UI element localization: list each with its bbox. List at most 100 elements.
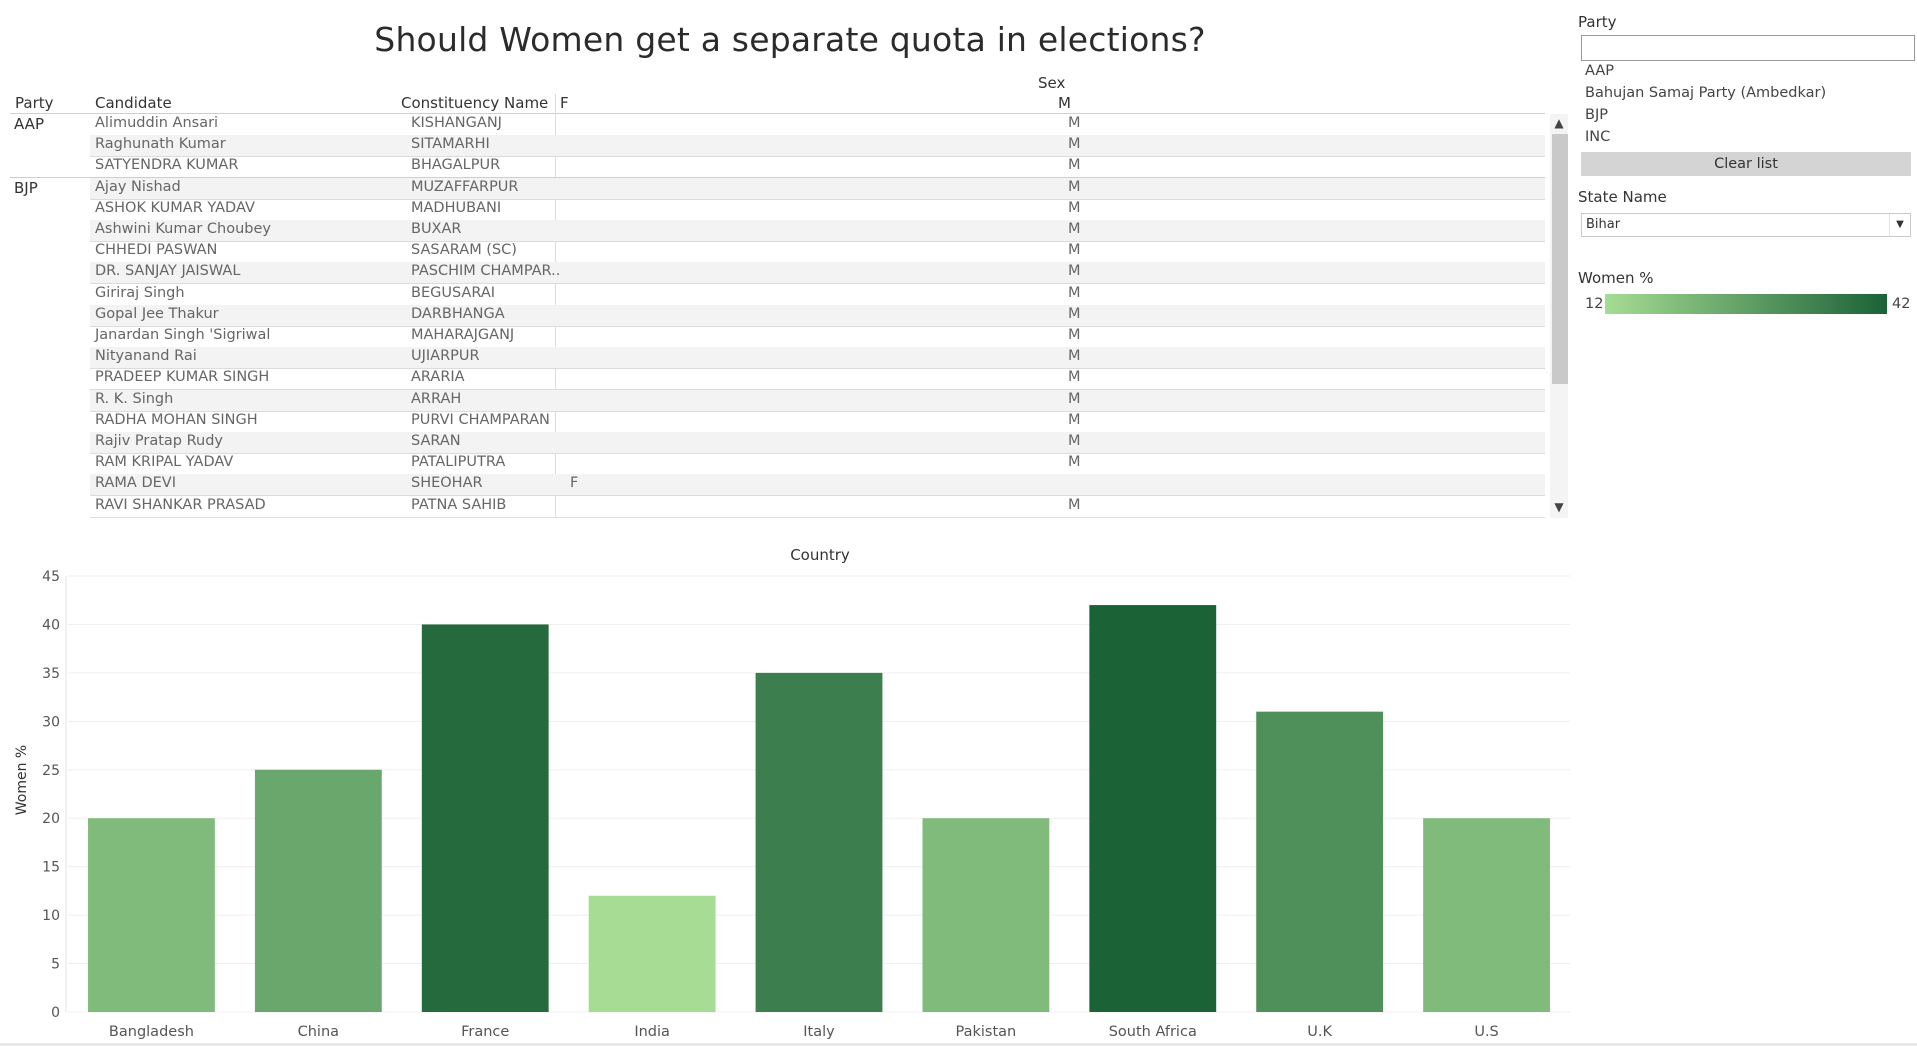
constituency-cell: PATALIPUTRA xyxy=(411,454,506,471)
candidate-cell: RADHA MOHAN SINGH xyxy=(95,411,258,428)
sex-m-cell: M xyxy=(1068,454,1081,471)
candidate-cell: Gopal Jee Thakur xyxy=(95,305,219,322)
table-row[interactable]: DR. SANJAY JAISWAL PASCHIM CHAMPAR.. M xyxy=(90,262,1545,285)
y-tick-label: 25 xyxy=(42,763,60,779)
y-tick-label: 0 xyxy=(51,1005,60,1021)
sex-m-cell: M xyxy=(1068,178,1081,195)
y-tick-label: 10 xyxy=(42,908,60,924)
party-filter-label: Party xyxy=(1578,13,1617,31)
party-column-header[interactable]: Party xyxy=(15,94,54,112)
sex-m-cell: M xyxy=(1068,305,1081,322)
constituency-cell: SHEOHAR xyxy=(411,475,483,492)
y-axis-label: Women % xyxy=(14,745,30,815)
bar-u-k[interactable] xyxy=(1256,711,1384,1012)
bar-south-africa[interactable] xyxy=(1089,605,1217,1012)
scrollbar-thumb[interactable] xyxy=(1552,134,1568,384)
color-legend-title: Women % xyxy=(1578,269,1654,287)
x-tick-label: China xyxy=(298,1024,339,1040)
constituency-cell: BEGUSARAI xyxy=(411,284,496,301)
constituency-cell: ARRAH xyxy=(411,390,462,407)
table-row[interactable]: SATYENDRA KUMAR BHAGALPUR M xyxy=(90,156,1545,179)
party-item-inc[interactable]: INC xyxy=(1585,129,1611,145)
x-tick-label: U.K xyxy=(1307,1024,1332,1040)
bar-india[interactable] xyxy=(588,895,716,1012)
sex-m-cell: M xyxy=(1068,411,1081,428)
party-search-input[interactable] xyxy=(1581,35,1915,61)
candidate-cell: R. K. Singh xyxy=(95,390,174,407)
constituency-cell: SITAMARHI xyxy=(411,136,490,153)
sex-m-cell: M xyxy=(1068,369,1081,386)
bar-bangladesh[interactable] xyxy=(88,818,215,1012)
bar-pakistan[interactable] xyxy=(922,818,1050,1012)
chevron-down-icon[interactable]: ▼ xyxy=(1554,500,1564,514)
candidate-table[interactable]: AAP Alimuddin Ansari KISHANGANJ M Raghunath … xyxy=(10,114,1545,518)
constituency-cell: KISHANGANJ xyxy=(411,115,502,131)
table-row[interactable]: PRADEEP KUMAR SINGH ARARIA M xyxy=(90,368,1545,391)
table-row[interactable]: RAVI SHANKAR PRASAD PATNA SAHIB M xyxy=(90,496,1545,518)
table-row[interactable]: ASHOK KUMAR YADAV MADHUBANI M xyxy=(90,199,1545,221)
state-dropdown[interactable]: Bihar ▼ xyxy=(1581,213,1911,237)
chart-bars xyxy=(88,605,1550,1012)
x-tick-label: South Africa xyxy=(1109,1024,1197,1040)
table-row[interactable]: Giriraj Singh BEGUSARAI M xyxy=(90,284,1545,306)
sex-m-cell: M xyxy=(1068,390,1081,407)
chevron-up-icon[interactable]: ▲ xyxy=(1554,116,1564,130)
sex-m-cell: M xyxy=(1068,496,1081,513)
table-row[interactable]: Nityanand Rai UJIARPUR M xyxy=(90,347,1545,370)
y-tick-label: 5 xyxy=(51,957,60,973)
table-scrollbar[interactable]: ▲ ▼ xyxy=(1550,114,1568,518)
clear-list-button[interactable]: Clear list xyxy=(1581,152,1911,176)
sex-m-column-header[interactable]: M xyxy=(1058,94,1071,112)
party-item-bjp[interactable]: BJP xyxy=(1585,107,1608,123)
candidate-cell: Giriraj Singh xyxy=(95,284,185,301)
sex-m-cell: M xyxy=(1068,221,1081,237)
candidate-column-header[interactable]: Candidate xyxy=(95,94,172,112)
table-row[interactable]: Janardan Singh 'Sigriwal MAHARAJGANJ M xyxy=(90,326,1545,348)
y-tick-label: 45 xyxy=(42,569,60,585)
sex-m-cell: M xyxy=(1068,284,1081,301)
sex-m-cell: M xyxy=(1068,263,1081,280)
caret-down-icon[interactable]: ▼ xyxy=(1889,214,1910,236)
sex-m-cell: M xyxy=(1068,433,1081,449)
y-tick-label: 20 xyxy=(42,811,60,827)
party-item-bahujan-samaj-party[interactable]: Bahujan Samaj Party (Ambedkar) xyxy=(1585,85,1827,101)
y-tick-label: 30 xyxy=(42,714,60,730)
table-row[interactable]: Raghunath Kumar SITAMARHI M xyxy=(90,135,1545,158)
party-group-divider xyxy=(10,176,1545,178)
table-row[interactable]: Alimuddin Ansari KISHANGANJ M xyxy=(90,114,1545,136)
table-row[interactable]: Gopal Jee Thakur DARBHANGA M xyxy=(90,304,1545,327)
chart-axis-ticks: 0 5 10 15 20 25 30 35 40 45 Bangladesh China France I… xyxy=(42,569,1499,1040)
legend-min-value: 12 xyxy=(1585,296,1604,312)
table-row[interactable]: Ashwini Kumar Choubey BUXAR M xyxy=(90,220,1545,242)
table-row[interactable]: Rajiv Pratap Rudy SARAN M xyxy=(90,432,1545,454)
table-row[interactable]: RAMA DEVI SHEOHAR F xyxy=(90,474,1545,497)
table-row[interactable]: Ajay Nishad MUZAFFARPUR M xyxy=(90,177,1545,200)
table-row[interactable]: RADHA MOHAN SINGH PURVI CHAMPARAN M xyxy=(90,411,1545,433)
party-group-label: AAP xyxy=(14,115,44,133)
table-row[interactable]: RAM KRIPAL YADAV PATALIPUTRA M xyxy=(90,453,1545,476)
candidate-cell: CHHEDI PASWAN xyxy=(95,242,218,259)
constituency-cell: BUXAR xyxy=(411,221,462,237)
candidate-cell: RAMA DEVI xyxy=(95,475,176,492)
constituency-cell: BHAGALPUR xyxy=(411,157,501,174)
bar-italy[interactable] xyxy=(755,672,883,1012)
women-percent-bar-chart: Country Women % 0 5 10 15 20 25 30 35 40 45 Bangla… xyxy=(14,546,1570,1040)
bar-france[interactable] xyxy=(421,624,549,1012)
chart-title: Country xyxy=(790,546,850,564)
constituency-column-header[interactable]: Constituency Name xyxy=(401,94,549,112)
bottom-divider xyxy=(0,1043,1917,1046)
sex-m-cell: M xyxy=(1068,115,1081,131)
sex-f-column-header[interactable]: F xyxy=(560,94,569,112)
constituency-cell: ARARIA xyxy=(411,369,465,386)
bar-china[interactable] xyxy=(254,769,382,1012)
table-row[interactable]: CHHEDI PASWAN SASARAM (SC) M xyxy=(90,241,1545,264)
candidate-cell: SATYENDRA KUMAR xyxy=(95,157,239,174)
constituency-cell: MAHARAJGANJ xyxy=(411,327,515,343)
party-item-aap[interactable]: AAP xyxy=(1585,63,1614,79)
constituency-cell: DARBHANGA xyxy=(411,305,505,322)
bar-u-s[interactable] xyxy=(1423,818,1550,1012)
table-row[interactable]: R. K. Singh ARRAH M xyxy=(90,389,1545,412)
constituency-cell: SASARAM (SC) xyxy=(411,242,517,259)
candidate-cell: RAVI SHANKAR PRASAD xyxy=(95,496,266,513)
constituency-cell: SARAN xyxy=(411,433,461,449)
